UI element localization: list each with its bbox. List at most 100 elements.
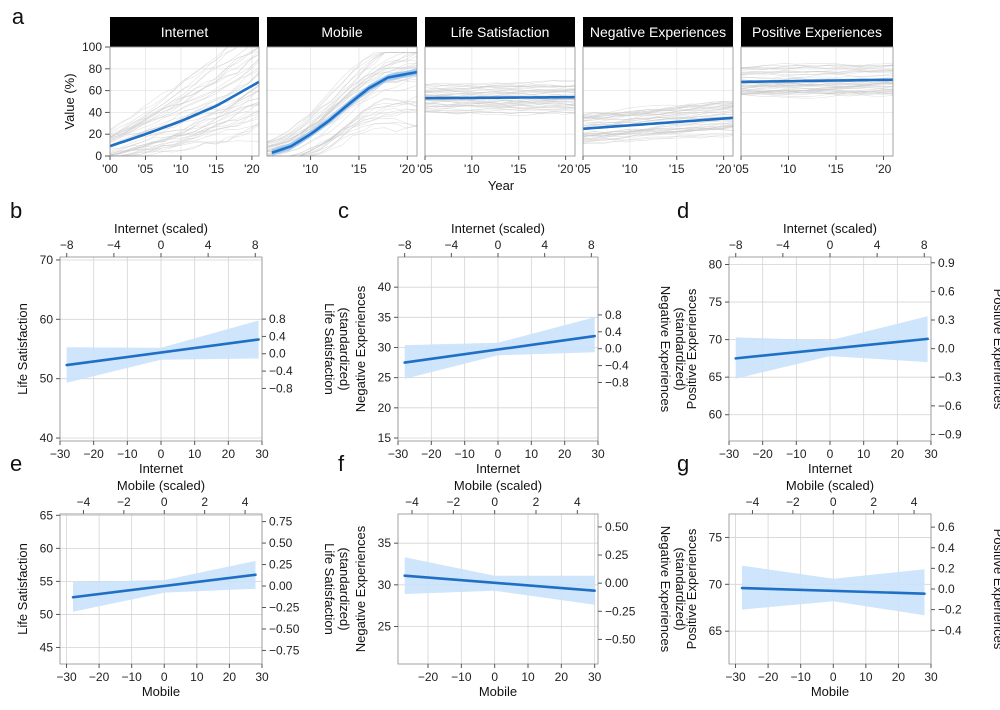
background-line: [109, 124, 260, 156]
background-line: [266, 65, 418, 148]
y-axis-title: Negative Experiences: [353, 525, 368, 652]
right-axis-title: Negative Experiences: [658, 526, 673, 653]
y-tick-label: 65: [709, 370, 723, 384]
y-axis-title: Life Satisfaction: [15, 543, 30, 635]
right-axis-subtitle: (standardized): [673, 547, 688, 630]
top-tick-label: −8: [60, 238, 74, 252]
y-tick-label: 55: [40, 574, 54, 588]
facet-title: Mobile: [321, 24, 362, 40]
top-axis-title: Mobile (scaled): [786, 478, 874, 493]
top-tick-label: 4: [911, 495, 918, 509]
background-line: [267, 97, 418, 157]
x-tick-label: '00: [102, 162, 118, 176]
x-axis-title: Internet: [139, 461, 183, 476]
right-tick-label: −0.4: [605, 359, 629, 373]
background-line: [109, 46, 259, 135]
background-line: [740, 68, 894, 73]
x-tick-label: 30: [924, 670, 938, 684]
background-line: [109, 85, 260, 146]
background-line: [582, 120, 734, 137]
top-tick-label: 8: [588, 238, 595, 252]
x-tick-label: '20: [716, 162, 732, 176]
right-tick-label: −0.50: [605, 632, 636, 646]
background-line: [109, 73, 260, 147]
y-axis-title: Positive Experiences: [684, 528, 699, 649]
right-tick-label: 0.00: [269, 579, 293, 593]
panel-letter-f: f: [338, 451, 345, 476]
background-line: [740, 72, 894, 78]
right-tick-label: −0.8: [269, 381, 293, 395]
x-tick-label: '05: [733, 162, 749, 176]
facet-frame: [740, 46, 894, 157]
right-tick-label: 0.50: [605, 520, 629, 534]
top-tick-label: 0: [830, 495, 837, 509]
right-tick-label: 0.4: [605, 325, 622, 339]
background-line: [582, 109, 734, 122]
background-line: [424, 98, 576, 103]
top-tick-label: −4: [776, 238, 790, 252]
background-line: [266, 52, 417, 143]
x-tick-label: 20: [558, 447, 572, 461]
right-tick-label: 0.00: [605, 576, 629, 590]
right-tick-label: 0.0: [269, 347, 286, 361]
background-line: [109, 59, 260, 139]
right-tick-label: 0.4: [938, 541, 955, 555]
background-line: [582, 135, 734, 144]
x-tick-label: '10: [781, 162, 797, 176]
y-tick-label: 40: [89, 105, 103, 119]
y-tick-label: 60: [40, 312, 54, 326]
x-tick-label: 0: [495, 447, 502, 461]
top-tick-label: 4: [574, 495, 581, 509]
panel-letter-d: d: [677, 198, 689, 223]
x-tick-label: −10: [117, 447, 138, 461]
background-line: [266, 52, 417, 144]
background-line: [740, 66, 894, 72]
facet-negative-experiences: Negative Experiences '05 '10 '15 '20: [575, 17, 734, 176]
trend-line: [582, 116, 734, 131]
background-trajectories: [266, 52, 418, 157]
y-tick-label: 80: [89, 62, 103, 76]
x-tick-label: 10: [521, 670, 535, 684]
background-line: [424, 80, 576, 87]
background-line: [109, 102, 260, 154]
background-line: [740, 89, 893, 95]
top-tick-label: −2: [786, 495, 800, 509]
x-tick-label: 0: [161, 670, 168, 684]
background-line: [424, 109, 576, 115]
facet-frame: [266, 46, 418, 157]
background-line: [424, 110, 576, 115]
y-axis-title: Positive Experiences: [684, 288, 699, 409]
top-tick-label: 0: [827, 238, 834, 252]
top-tick-label: −2: [446, 495, 460, 509]
x-tick-label: −30: [719, 447, 740, 461]
right-axis-subtitle: (standardized): [673, 307, 688, 390]
facet-title: Positive Experiences: [752, 24, 882, 40]
x-tick-label: '20: [876, 162, 892, 176]
facet-frame: [582, 46, 734, 157]
facet-internet: Internet '00 '05 '10 '15 '20: [102, 17, 260, 176]
right-tick-label: −0.4: [269, 364, 293, 378]
y-tick-label: 65: [709, 624, 723, 638]
right-tick-label: 0.25: [605, 548, 629, 562]
x-tick-label: '20: [244, 162, 260, 176]
plot-frame: [59, 513, 263, 665]
right-tick-label: −0.75: [269, 643, 300, 657]
y-tick-label: 70: [40, 253, 54, 267]
right-tick-label: −0.50: [269, 622, 300, 636]
x-tick-label: −30: [56, 670, 77, 684]
background-line: [110, 124, 260, 157]
right-axis-title: Positive Experiences: [991, 289, 1000, 410]
background-line: [424, 108, 576, 111]
confidence-ribbon: [404, 557, 595, 605]
x-tick-label: '15: [828, 162, 844, 176]
facet-title: Life Satisfaction: [451, 24, 550, 40]
x-tick-label: 20: [891, 447, 905, 461]
background-line: [424, 105, 576, 111]
top-tick-label: 8: [921, 238, 928, 252]
right-tick-label: 0.0: [938, 582, 955, 596]
y-tick-label: 80: [709, 258, 723, 272]
background-line: [424, 83, 576, 91]
top-tick-label: 0: [158, 238, 165, 252]
